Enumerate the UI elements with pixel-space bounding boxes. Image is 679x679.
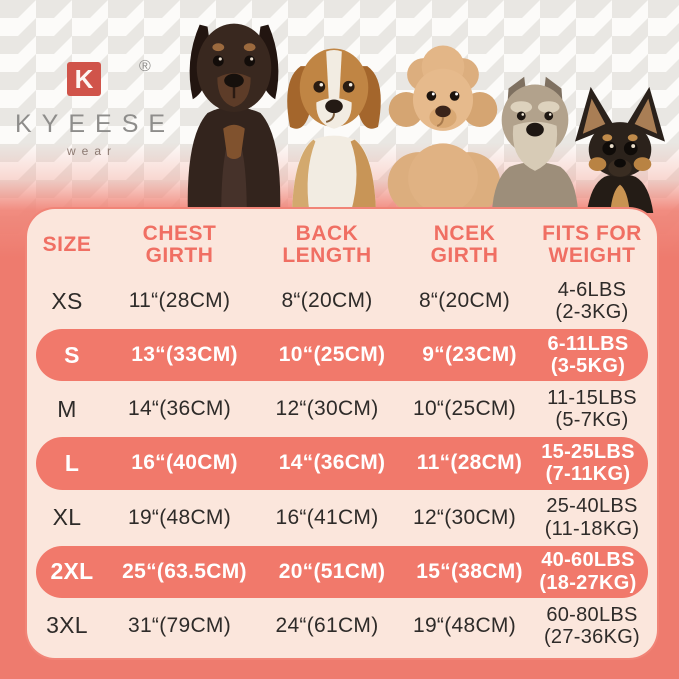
weight-kg: (11-18KG) — [544, 517, 640, 540]
weight-cell: 60-80LBS (27-36KG) — [527, 604, 657, 649]
weight-cell: 40-60LBS (18-27KG) — [532, 549, 644, 594]
neck-girth-cell: 11“(28CM) — [416, 451, 523, 475]
beagle-dog-photo — [270, 27, 398, 213]
poodle-dog-photo — [380, 37, 506, 213]
header-back-length: BACK LENGTH — [282, 221, 372, 267]
table-row-xs: XS 11“(28CM) 8“(20CM) 8“(20CM) 4-6LBS (2… — [27, 275, 657, 327]
size-cell: XL — [52, 504, 82, 531]
table-row-3xl: 3XL 31“(79CM) 24“(61CM) 19“(48CM) 60-80L… — [27, 600, 657, 652]
table-row-2xl: 2XL 25“(63.5CM) 20“(51CM) 15“(38CM) 40-6… — [36, 545, 648, 598]
weight-cell: 25-40LBS (11-18KG) — [527, 495, 657, 540]
table-row-xl: XL 19“(48CM) 16“(41CM) 12“(30CM) 25-40LB… — [27, 492, 657, 544]
registered-trademark-symbol: ® — [139, 58, 151, 75]
size-cell: 3XL — [46, 612, 88, 639]
brand-name: KYEESE — [15, 110, 176, 138]
neck-girth-cell: 9“(23CM) — [422, 343, 517, 367]
table-row-s: S 13“(33CM) 10“(25CM) 9“(23CM) 6-11LBS (… — [36, 329, 648, 382]
logo-mark-row: K ® — [15, 58, 165, 98]
weight-cell: 4-6LBS (2-3KG) — [527, 279, 657, 324]
weight-kg: (3-5KG) — [550, 355, 626, 378]
size-cell: XS — [51, 287, 83, 314]
dogs-photo-strip — [158, 4, 679, 213]
size-cell: S — [64, 341, 80, 368]
neck-girth-cell: 10“(25CM) — [412, 397, 517, 421]
weight-lbs: 4-6LBS — [557, 278, 627, 301]
brand-tagline: wear — [67, 144, 118, 158]
chest-girth-cell: 31“(79CM) — [127, 613, 232, 637]
header-neck-girth: NCEK GIRTH — [430, 221, 499, 267]
chest-girth-cell: 25“(63.5CM) — [122, 559, 247, 583]
size-cell: L — [64, 449, 80, 476]
header-fits-for-weight: FITS FOR WEIGHT — [542, 221, 642, 267]
table-row-m: M 14“(36CM) 12“(30CM) 10“(25CM) 11-15LBS… — [27, 383, 657, 435]
brand-logo: K ® KYEESE wear — [15, 58, 165, 158]
neck-girth-cell: 8“(20CM) — [418, 289, 511, 313]
weight-lbs: 6-11LBS — [547, 332, 629, 355]
neck-girth-cell: 15“(38CM) — [416, 559, 523, 583]
back-length-cell: 16“(41CM) — [275, 505, 379, 529]
chest-girth-cell: 14“(36CM) — [127, 397, 232, 421]
doberman-dog-photo — [160, 7, 308, 213]
header-chest-girth: CHEST GIRTH — [142, 221, 217, 267]
weight-kg: (7-11KG) — [545, 463, 631, 486]
back-length-cell: 10“(25CM) — [278, 343, 386, 367]
weight-cell: 6-11LBS (3-5KG) — [532, 333, 644, 378]
chest-girth-cell: 16“(40CM) — [131, 451, 238, 475]
back-length-cell: 24“(61CM) — [275, 613, 379, 637]
weight-lbs: 60-80LBS — [546, 603, 638, 626]
weight-cell: 11-15LBS (5-7KG) — [527, 387, 657, 432]
size-cell: M — [57, 395, 77, 422]
table-header-row: SIZE CHEST GIRTH BACK LENGTH NCEK GIRTH … — [27, 215, 657, 275]
chest-girth-cell: 19“(48CM) — [127, 505, 232, 529]
back-length-cell: 12“(30CM) — [275, 397, 379, 421]
size-chart-panel: SIZE CHEST GIRTH BACK LENGTH NCEK GIRTH … — [25, 207, 659, 660]
weight-lbs: 15-25LBS — [541, 441, 635, 464]
header-size: SIZE — [42, 232, 92, 256]
weight-kg: (2-3KG) — [555, 301, 629, 324]
back-length-cell: 14“(36CM) — [278, 451, 386, 475]
table-row-l: L 16“(40CM) 14“(36CM) 11“(28CM) 15-25LBS… — [36, 437, 648, 490]
size-cell: 2XL — [50, 558, 94, 585]
chihuahua-dog-photo — [561, 81, 679, 213]
weight-cell: 15-25LBS (7-11KG) — [532, 441, 644, 486]
neck-girth-cell: 12“(30CM) — [412, 505, 517, 529]
chest-girth-cell: 13“(33CM) — [131, 343, 238, 367]
weight-kg: (18-27KG) — [539, 571, 637, 594]
weight-lbs: 25-40LBS — [546, 495, 638, 518]
chest-girth-cell: 11“(28CM) — [128, 289, 231, 313]
logo-k-mark-icon: K — [67, 62, 101, 96]
weight-lbs: 40-60LBS — [541, 549, 635, 572]
weight-lbs: 11-15LBS — [547, 386, 637, 409]
back-length-cell: 8“(20CM) — [281, 289, 373, 313]
weight-kg: (27-36KG) — [543, 625, 641, 648]
weight-kg: (5-7KG) — [555, 409, 629, 432]
schnauzer-dog-photo — [476, 61, 594, 213]
neck-girth-cell: 19“(48CM) — [412, 613, 517, 637]
back-length-cell: 20“(51CM) — [278, 559, 386, 583]
